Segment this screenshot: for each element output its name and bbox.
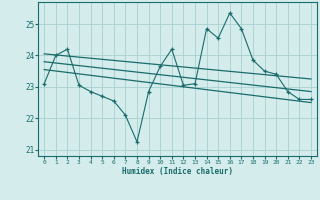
X-axis label: Humidex (Indice chaleur): Humidex (Indice chaleur): [122, 167, 233, 176]
